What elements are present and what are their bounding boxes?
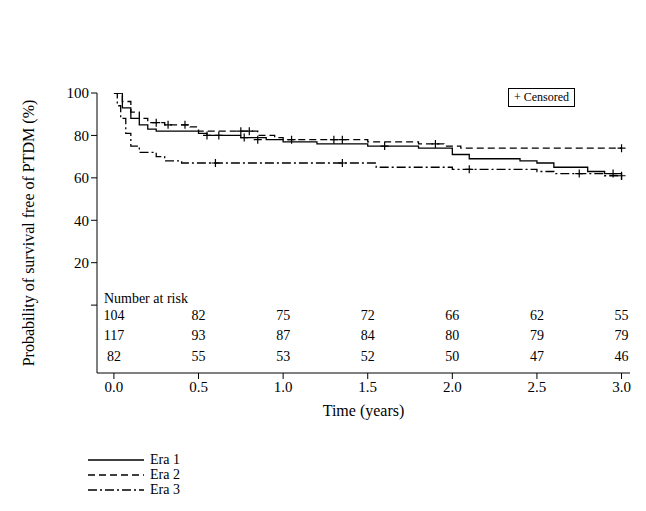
svg-text:0.5: 0.5	[189, 379, 208, 395]
svg-text:84: 84	[361, 328, 375, 343]
html-text:Era 1: Era 1	[150, 452, 180, 467]
svg-text:79: 79	[530, 328, 544, 343]
svg-text:75: 75	[276, 308, 290, 323]
svg-text:62: 62	[530, 308, 544, 323]
svg-text:1.0: 1.0	[274, 379, 293, 395]
svg-text:117: 117	[104, 328, 124, 343]
svg-text:93: 93	[192, 328, 206, 343]
svg-text:79: 79	[615, 328, 629, 343]
svg-text:47: 47	[530, 349, 544, 364]
svg-text:46: 46	[615, 349, 629, 364]
svg-text:3.0: 3.0	[612, 379, 631, 395]
svg-text:82: 82	[107, 349, 121, 364]
svg-text:2.0: 2.0	[443, 379, 462, 395]
svg-text:104: 104	[103, 308, 124, 323]
svg-text:52: 52	[361, 349, 375, 364]
svg-text:80: 80	[445, 328, 459, 343]
svg-text:60: 60	[74, 170, 89, 186]
html-text:Era 2: Era 2	[150, 467, 180, 482]
svg-text:100: 100	[67, 85, 90, 101]
svg-text:53: 53	[276, 349, 290, 364]
svg-text:72: 72	[361, 308, 375, 323]
svg-text:0.0: 0.0	[105, 379, 124, 395]
html-text:Era 3: Era 3	[150, 482, 180, 497]
svg-text:66: 66	[445, 308, 459, 323]
svg-text:20: 20	[74, 255, 89, 271]
svg-text:87: 87	[276, 328, 290, 343]
svg-text:80: 80	[74, 128, 89, 144]
svg-text:50: 50	[445, 349, 459, 364]
svg-text:Probability of survival free o: Probability of survival free of PTDM (%)	[20, 100, 38, 367]
svg-text:40: 40	[74, 213, 89, 229]
svg-text:55: 55	[615, 308, 629, 323]
svg-text:82: 82	[192, 308, 206, 323]
svg-text:Time (years): Time (years)	[323, 402, 405, 420]
html-text:+ Censored: + Censored	[514, 90, 570, 104]
svg-text:2.5: 2.5	[528, 379, 547, 395]
svg-text:Number at risk: Number at risk	[104, 291, 188, 306]
svg-text:1.5: 1.5	[358, 379, 377, 395]
svg-text:55: 55	[192, 349, 206, 364]
